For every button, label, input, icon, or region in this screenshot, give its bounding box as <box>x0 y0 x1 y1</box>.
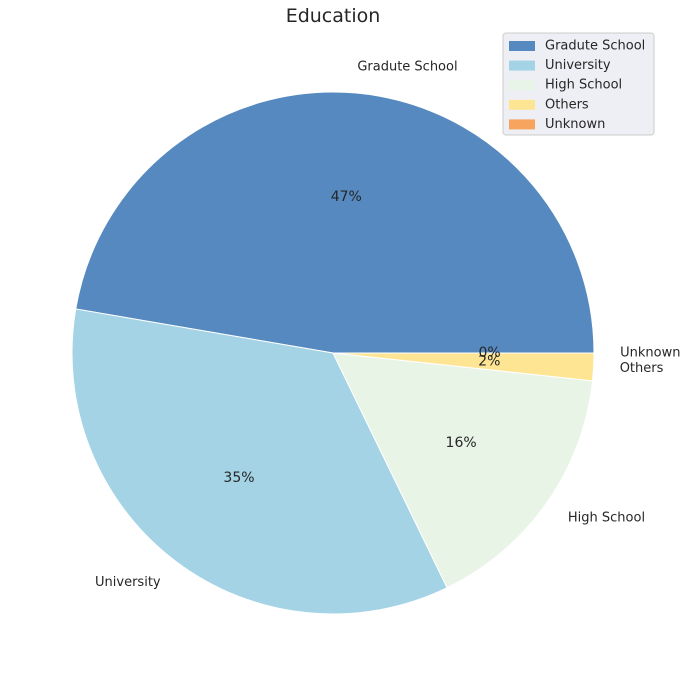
chart-title: Education <box>286 5 381 27</box>
slice-university <box>71 308 448 615</box>
percent-label-university: 35% <box>223 470 254 486</box>
legend-label-others: Others <box>545 97 589 112</box>
legend: Gradute School University High School Other… <box>502 32 655 136</box>
category-label-gradute-school: Gradute School <box>357 59 457 74</box>
category-label-high-school: High School <box>568 511 645 526</box>
legend-swatch-others <box>509 99 535 110</box>
legend-label-high-school: High School <box>545 78 622 93</box>
legend-label-gradute-school: Gradute School <box>545 39 645 54</box>
pie-labels: Gradute School 47% University 35% High Schoo… <box>95 59 680 590</box>
slice-high-school <box>332 352 594 589</box>
category-label-others: Others <box>620 361 664 376</box>
legend-swatch-high-school <box>509 80 535 91</box>
percent-label-gradute-school: 47% <box>331 189 362 205</box>
category-label-university: University <box>95 575 161 590</box>
legend-frame <box>502 32 655 136</box>
percent-label-high-school: 16% <box>446 435 477 451</box>
legend-swatch-unknown <box>509 119 535 130</box>
pie-slices <box>71 91 595 615</box>
legend-label-unknown: Unknown <box>545 117 605 132</box>
legend-swatch-gradute-school <box>509 41 535 51</box>
legend-label-university: University <box>545 58 611 73</box>
slice-others <box>332 352 595 382</box>
slice-gradute-school <box>75 91 595 354</box>
percent-label-unknown: 0% <box>478 345 500 361</box>
category-label-unknown: Unknown <box>620 346 680 361</box>
percent-label-others: 2% <box>478 353 500 369</box>
legend-swatch-university <box>509 60 535 71</box>
